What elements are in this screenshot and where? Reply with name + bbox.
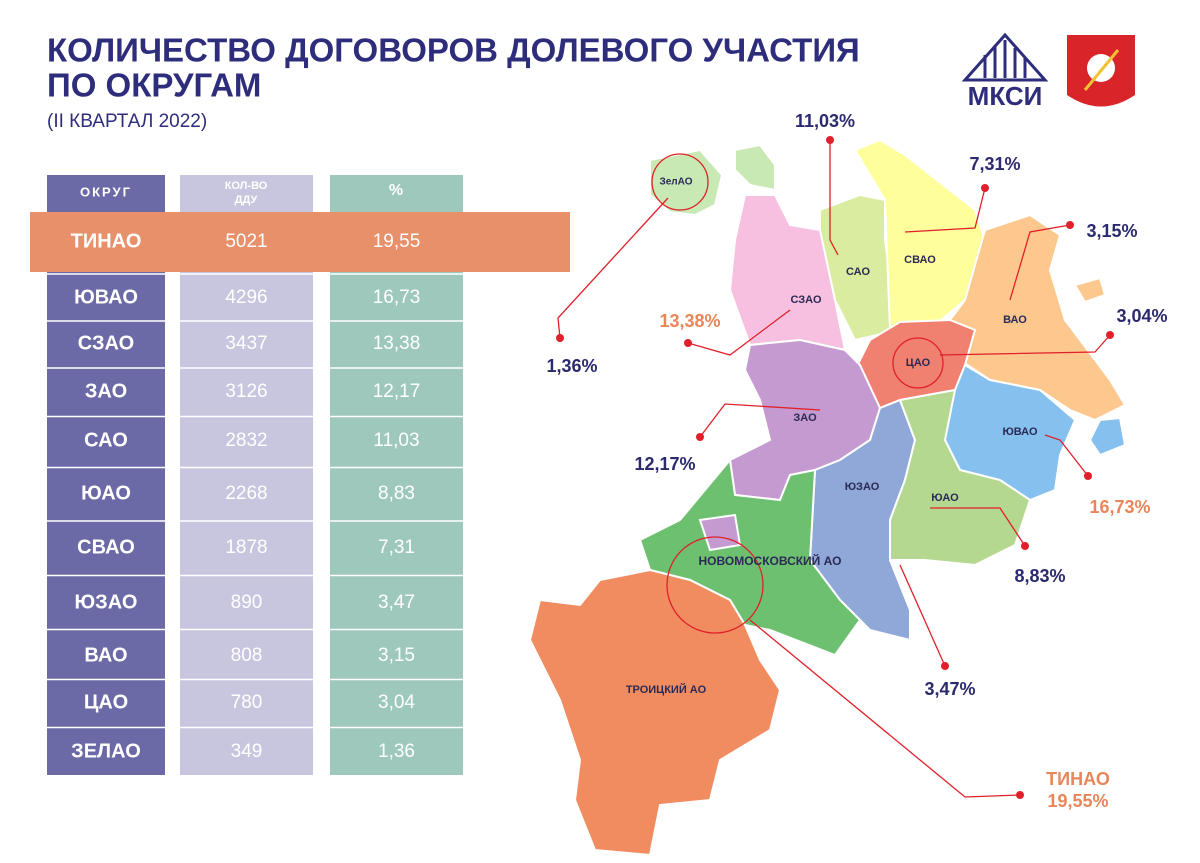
title-line: КОЛИЧЕСТВО ДОГОВОРОВ ДОЛЕВОГО УЧАСТИЯ [47,32,860,69]
table-cell: ТИНАО [71,230,142,252]
table-cell: 4296 [225,287,267,308]
table-cell: 3126 [225,381,267,402]
callout-line [557,197,669,339]
highlight-row [30,212,570,272]
callout-label: 8,83% [1014,566,1065,586]
table-cell: 8,83 [378,483,415,504]
callout-dot [556,334,564,342]
callout-label: 13,38% [659,311,720,331]
table-cell: 3,04 [378,692,415,713]
logo-mksi: МКСИ [961,32,1049,111]
table-cell: 3,15 [378,645,415,666]
callout-label: 3,04% [1116,306,1167,326]
table: ОКРУГ КОЛ-ВО ДДУ% ТИНАО 5021 19,55 ЮВАО 4296 16,… [30,175,570,775]
table-cell: 890 [231,592,263,613]
table-cell: 349 [231,741,263,762]
table-cell: ВАО [84,644,127,666]
subtitle: (II КВАРТАЛ 2022) [47,111,207,132]
callout-dot [1106,331,1114,339]
callout-dot [696,433,704,441]
table-cell: 12,17 [373,381,421,402]
callout-line [904,187,986,233]
table-cell: 11,03 [373,430,419,451]
table-cell: 3,47 [378,592,415,613]
district-label: ТРОИЦКИЙ АО [626,683,707,696]
table-cell: СЗАО [78,332,134,354]
table-cell: 3437 [225,333,267,354]
callout-line [930,507,1026,547]
district-label: ЮВАО [1002,426,1038,438]
table-cell: 19,55 [373,231,421,252]
callout-label: 3,15% [1086,221,1137,241]
logo-text: МКСИ [968,81,1043,111]
callout-label: 7,31% [969,154,1020,174]
table-cell: ЗАО [85,380,127,402]
callout-label: 19,55% [1047,791,1108,811]
column-header: ДДУ [235,194,258,206]
table-cell: 16,73 [373,287,421,308]
column-header: ОКРУГ [80,184,132,199]
callout-line [899,564,946,667]
callout-dot [981,184,989,192]
district-label: ЦАО [906,357,931,369]
callout-line [699,403,821,438]
table-cell: 780 [231,692,263,713]
table-cell: 2832 [225,430,267,451]
moscow-emblem [1067,35,1135,107]
table-cell: 13,38 [373,333,421,354]
table-cell: ЗЕЛАО [71,740,141,762]
callout-label: 12,17% [634,454,695,474]
column-header: КОЛ-ВО [225,180,268,192]
table-cell: 7,31 [378,537,415,558]
map: ЗелАО САО СВАО СЗАО ВАО ЦАО ЗАО ЮВАО ЮЗАО ЮАО НОВО… [528,111,1168,857]
callout-label: 16,73% [1089,497,1150,517]
callout-label: 11,03% [795,111,855,131]
callout-line [939,334,1111,356]
table-cell: 1,36 [378,741,415,762]
callout-label: 3,47% [924,679,975,699]
callout-dot [1084,472,1092,480]
callout-dot [1016,791,1024,799]
district-label: ЗелАО [659,177,692,188]
table-cell: ЮАО [81,482,131,504]
callout-line [1009,224,1071,301]
table-cell: 1878 [225,537,267,558]
callout-line [1044,434,1089,477]
district-label: ЮАО [931,492,959,504]
district-label: ЮЗАО [845,481,880,493]
callout-dot [1021,542,1029,550]
table-cell: САО [84,429,128,451]
table-column [47,175,165,775]
callout-line [749,619,1021,798]
callout-line [687,309,791,356]
callout-dot [941,662,949,670]
table-cell: 5021 [225,231,267,252]
district-label: ВАО [1003,314,1027,326]
district-label: СЗАО [790,294,821,306]
district-label: НОВОМОСКОВСКИЙ АО [699,553,842,568]
table-column [330,175,463,775]
table-cell: 2268 [225,483,267,504]
district-label: САО [846,266,870,278]
callout-label: ТИНАО [1046,769,1110,789]
district-label: СВАО [904,254,936,266]
table-cell: ЦАО [84,691,128,713]
callout-label: 1,36% [546,356,597,376]
column-header: % [389,182,403,199]
table-cell: 808 [231,645,263,666]
table-column [180,175,313,775]
district-label: ЗАО [793,412,817,424]
callout-dot [1066,221,1074,229]
callout-dot [684,339,692,347]
callout-line [829,140,839,256]
table-cell: СВАО [77,536,135,558]
callout-dot [826,136,834,144]
table-cell: ЮЗАО [75,591,138,613]
table-cell: ЮВАО [74,286,138,308]
title-line: ПО ОКРУГАМ [47,67,261,104]
